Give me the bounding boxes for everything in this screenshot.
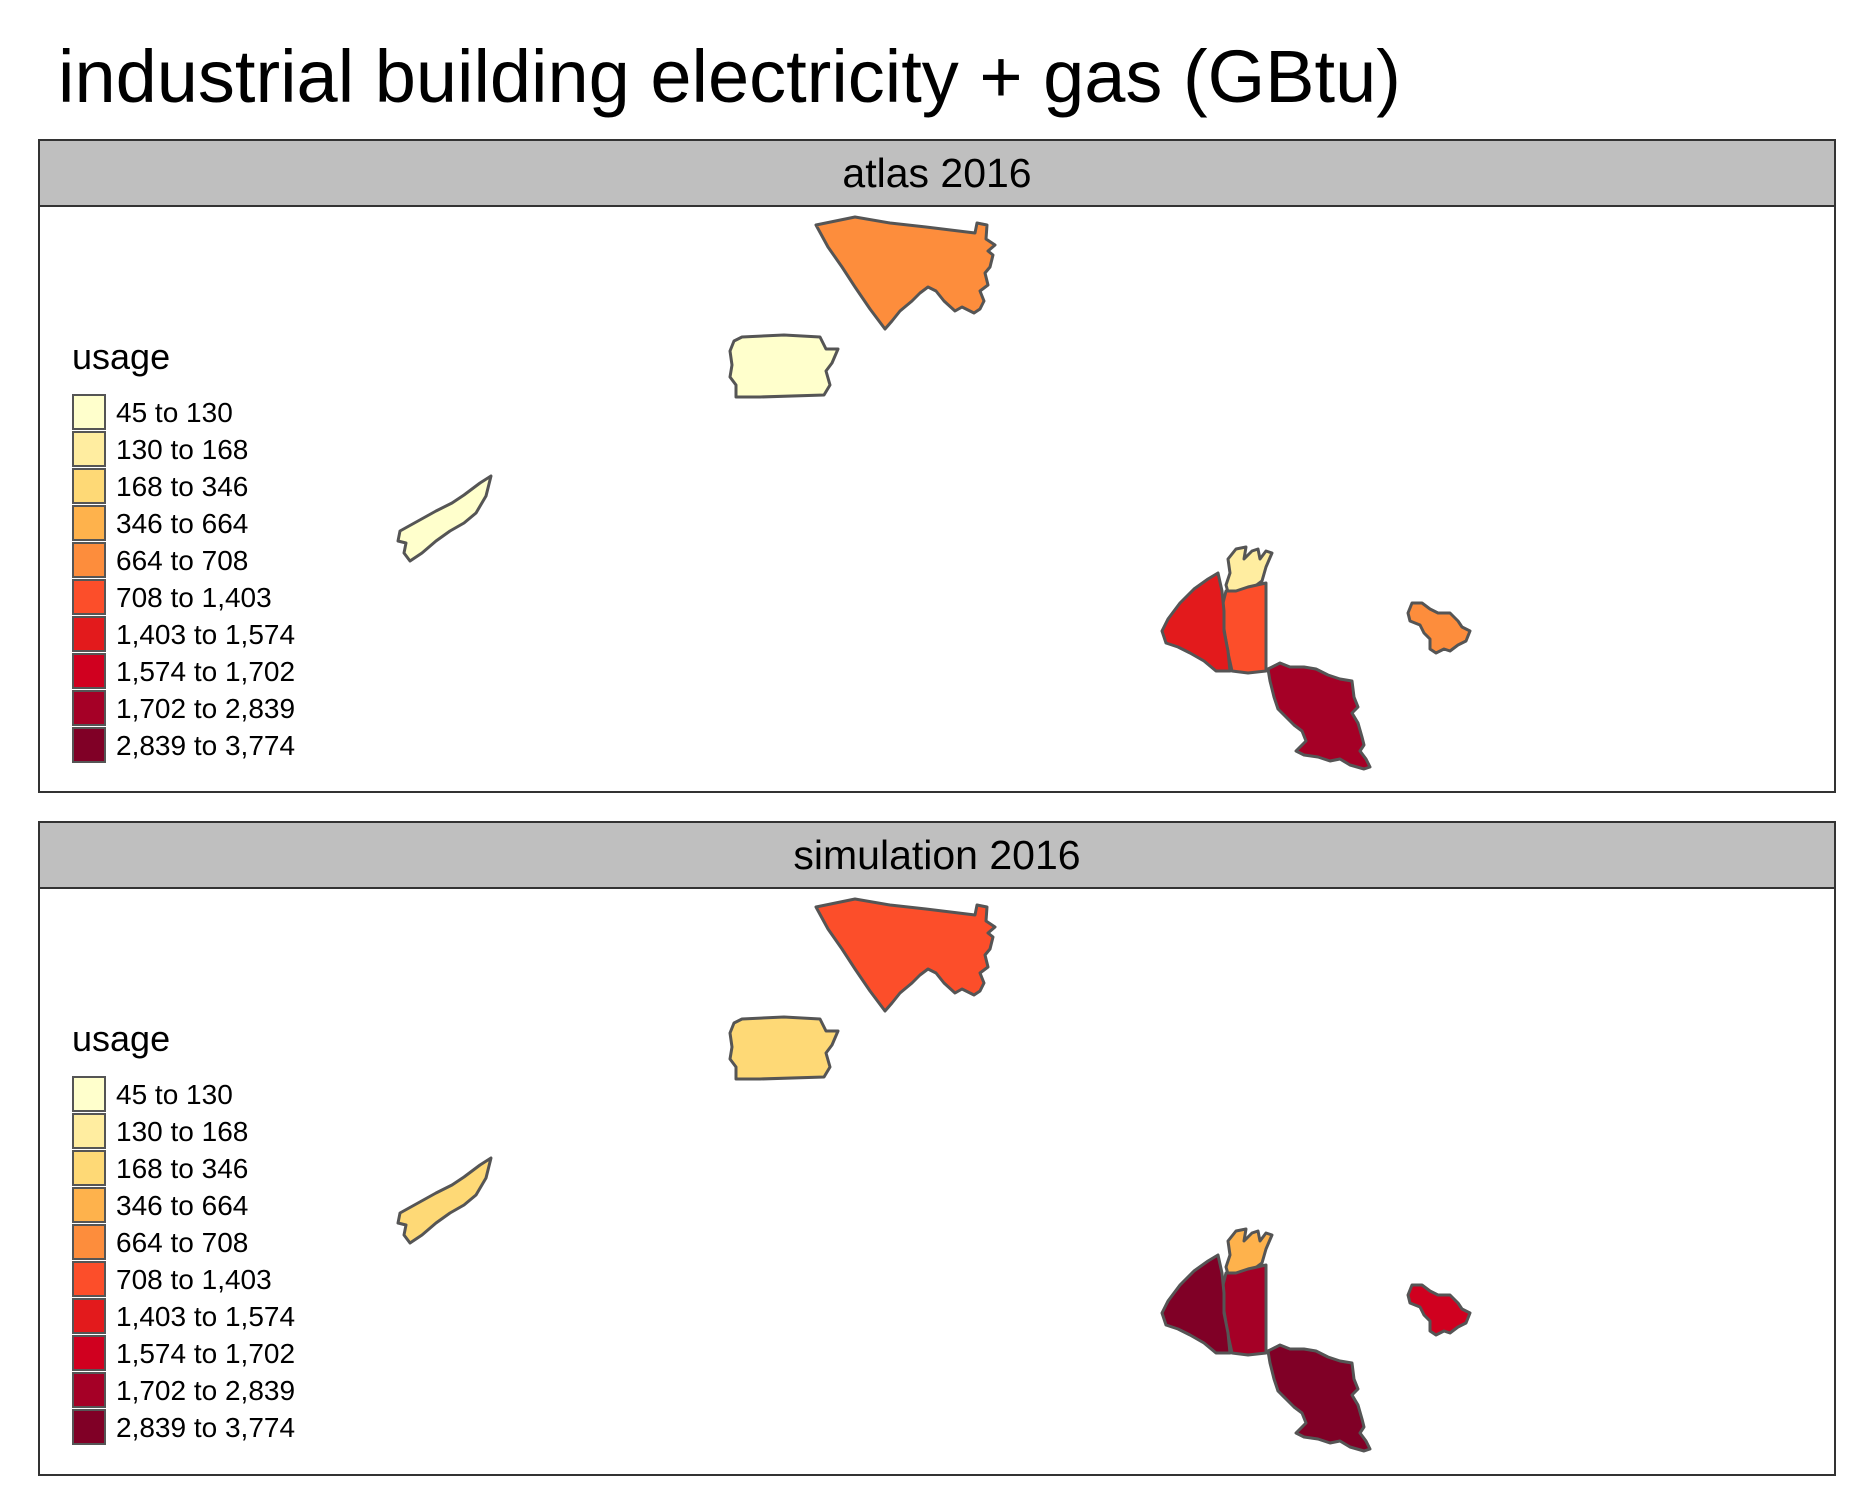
legend-label: 1,702 to 2,839 [116,692,296,724]
legend-swatch [72,1409,106,1445]
legend-swatch [72,1298,106,1334]
legend-item: 1,574 to 1,702 [72,653,295,690]
region-east-small [1406,601,1472,655]
region-southeast [1266,1343,1372,1453]
panel-atlas: atlas 2016 usage 45 to 130 130 to 168 168 … [38,139,1836,793]
region-middle-square [728,333,840,399]
legend-label: 1,702 to 2,839 [116,1374,296,1406]
region-west-strip [396,1156,493,1245]
legend-item: 664 to 708 [72,1224,295,1261]
panel-simulation: simulation 2016 usage 45 to 130 130 to 16… [38,821,1836,1476]
legend-atlas: usage 45 to 130 130 to 168 168 to 346 346 t… [72,336,295,764]
legend-simulation: usage 45 to 130 130 to 168 168 to 346 346 t… [72,1018,295,1446]
legend-swatch [72,690,106,726]
legend-label: 1,403 to 1,574 [116,618,296,650]
legend-swatch [72,616,106,652]
map-title: industrial building electricity + gas (G… [58,35,1401,118]
legend-label: 708 to 1,403 [116,1263,272,1295]
legend-entries: 45 to 130 130 to 168 168 to 346 346 to 664 6… [72,1076,295,1446]
legend-label: 346 to 664 [116,507,249,539]
legend-label: 130 to 168 [116,1115,249,1147]
legend-item: 45 to 130 [72,1076,295,1113]
legend-swatch [72,431,106,467]
legend-swatch [72,727,106,763]
legend-label: 168 to 346 [116,470,249,502]
panel-label-atlas: atlas 2016 [40,141,1834,207]
legend-item: 2,839 to 3,774 [72,727,295,764]
legend-label: 664 to 708 [116,1226,249,1258]
region-west-large [1160,1253,1232,1355]
legend-item: 664 to 708 [72,542,295,579]
legend-item: 1,403 to 1,574 [72,1298,295,1335]
legend-item: 130 to 168 [72,1113,295,1150]
panel-label-simulation: simulation 2016 [40,823,1834,889]
legend-swatch [72,394,106,430]
legend-item: 168 to 346 [72,1150,295,1187]
legend-swatch [72,1224,106,1260]
legend-swatch [72,1372,106,1408]
region-north [814,897,997,1013]
legend-label: 130 to 168 [116,433,249,465]
map-atlas [396,215,1472,771]
legend-swatch [72,1261,106,1297]
legend-label: 346 to 664 [116,1189,249,1221]
region-middle-square [728,1015,840,1081]
legend-label: 45 to 130 [116,1078,233,1110]
legend-item: 130 to 168 [72,431,295,468]
legend-item: 708 to 1,403 [72,1261,295,1298]
legend-swatch [72,542,106,578]
legend-item: 708 to 1,403 [72,579,295,616]
legend-swatch [72,1335,106,1371]
legend-swatch [72,653,106,689]
legend-swatch [72,1150,106,1186]
region-north [814,215,997,331]
region-west-strip [396,474,493,563]
legend-item: 2,839 to 3,774 [72,1409,295,1446]
region-southeast [1266,661,1372,771]
legend-label: 1,574 to 1,702 [116,1337,296,1369]
legend-label: 45 to 130 [116,396,233,428]
map-simulation [396,897,1472,1453]
legend-swatch [72,505,106,541]
legend-item: 346 to 664 [72,505,295,542]
legend-swatch [72,1076,106,1112]
legend-title: usage [72,1018,171,1059]
legend-item: 1,574 to 1,702 [72,1335,295,1372]
legend-label: 1,574 to 1,702 [116,655,296,687]
legend-item: 1,702 to 2,839 [72,690,295,727]
legend-item: 346 to 664 [72,1187,295,1224]
legend-entries: 45 to 130 130 to 168 168 to 346 346 to 664 6… [72,394,295,764]
legend-item: 168 to 346 [72,468,295,505]
legend-label: 708 to 1,403 [116,581,272,613]
legend-title: usage [72,336,171,377]
legend-label: 2,839 to 3,774 [116,729,296,761]
legend-label: 664 to 708 [116,544,249,576]
legend-item: 1,403 to 1,574 [72,616,295,653]
legend-swatch [72,1113,106,1149]
legend-label: 168 to 346 [116,1152,249,1184]
legend-item: 45 to 130 [72,394,295,431]
legend-item: 1,702 to 2,839 [72,1372,295,1409]
legend-label: 1,403 to 1,574 [116,1300,296,1332]
region-east-small [1406,1283,1472,1337]
region-west-large [1160,571,1232,673]
legend-swatch [72,468,106,504]
legend-label: 2,839 to 3,774 [116,1411,296,1443]
legend-swatch [72,1187,106,1223]
legend-swatch [72,579,106,615]
